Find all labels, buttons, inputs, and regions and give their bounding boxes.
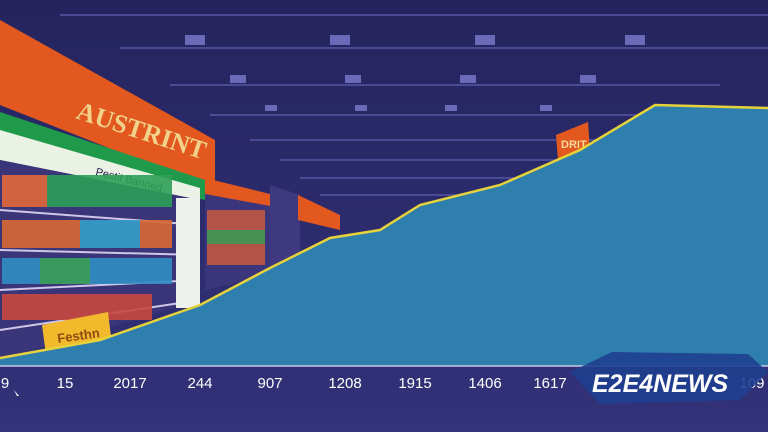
logo-bg	[570, 352, 768, 404]
ceiling	[60, 14, 768, 196]
axis-label: 1406	[468, 375, 501, 392]
axis-label: 1208	[328, 375, 361, 392]
area	[0, 105, 768, 366]
axis-label: 907	[257, 375, 282, 392]
area-outline	[0, 103, 768, 360]
shelves	[0, 160, 340, 360]
axis-label: 9	[1, 375, 9, 392]
axis-label: 15	[57, 375, 74, 392]
cursor	[14, 390, 19, 396]
axis-label: 1617	[533, 375, 566, 392]
back-sign: DRIT	[561, 139, 587, 151]
store-sign-board	[0, 20, 215, 190]
ceiling-lights	[185, 35, 645, 111]
axis-label: 1915	[398, 375, 431, 392]
logo: E2E4NEWS	[592, 370, 728, 398]
axis-label: 244	[187, 375, 212, 392]
axis-label: 2017	[113, 375, 146, 392]
